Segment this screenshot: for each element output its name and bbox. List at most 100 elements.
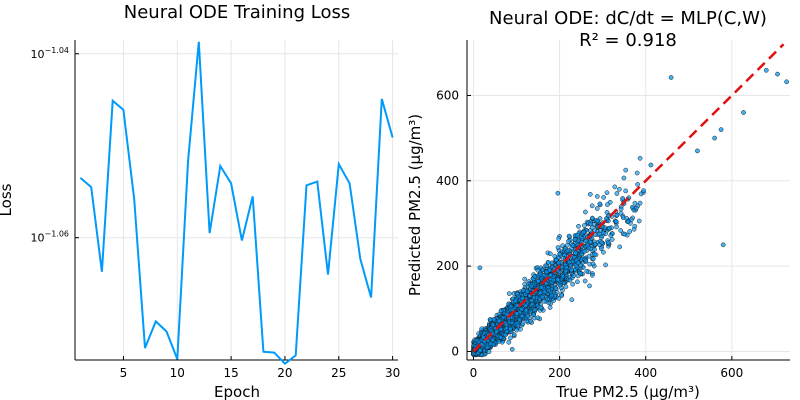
scatter-point bbox=[612, 184, 618, 190]
scatter-point bbox=[631, 226, 637, 232]
scatter-point bbox=[565, 248, 571, 253]
scatter-point bbox=[556, 236, 562, 241]
scatter-point bbox=[552, 253, 558, 259]
scatter-point bbox=[594, 194, 600, 199]
scatter-point bbox=[575, 233, 580, 238]
scatter-point bbox=[588, 221, 593, 227]
scatter-x-tick-label: 200 bbox=[548, 366, 571, 380]
scatter-point bbox=[617, 244, 623, 250]
scatter-y-tick-label: 600 bbox=[436, 88, 459, 102]
scatter-point bbox=[589, 272, 595, 278]
scatter-point bbox=[648, 162, 654, 168]
loss-y-axis-label: Loss bbox=[0, 183, 15, 216]
scatter-point bbox=[617, 186, 622, 192]
scatter-point bbox=[484, 344, 490, 350]
scatter-point bbox=[718, 127, 724, 132]
scatter-point bbox=[575, 260, 581, 266]
scatter-point bbox=[519, 295, 525, 301]
scatter-point bbox=[553, 286, 559, 291]
scatter-x-axis-label: True PM2.5 (μg/m³) bbox=[555, 383, 700, 400]
scatter-point bbox=[623, 167, 629, 173]
scatter-point bbox=[620, 196, 625, 201]
scatter-point bbox=[569, 297, 575, 303]
scatter-x-tick-label: 0 bbox=[470, 366, 478, 380]
scatter-point bbox=[604, 190, 610, 196]
scatter-point bbox=[601, 249, 606, 255]
loss-chart-title: Neural ODE Training Loss bbox=[124, 2, 350, 23]
scatter-point bbox=[720, 242, 726, 248]
scatter-point bbox=[632, 200, 638, 206]
scatter-point bbox=[601, 195, 606, 200]
scatter-point bbox=[547, 251, 553, 257]
loss-y-tick-label: 10−1.06 bbox=[30, 230, 69, 245]
scatter-chart-title: Neural ODE: dC/dt = MLP(C,W) bbox=[489, 8, 767, 29]
scatter-point bbox=[535, 267, 541, 273]
scatter-point bbox=[498, 326, 504, 332]
loss-series-line bbox=[79, 41, 394, 366]
scatter-point bbox=[514, 291, 520, 297]
scatter-point bbox=[504, 311, 510, 317]
scatter-chart-subtitle: R² = 0.918 bbox=[579, 30, 677, 51]
scatter-point bbox=[591, 256, 596, 262]
scatter-point bbox=[596, 231, 602, 237]
scatter-point bbox=[477, 348, 483, 353]
scatter-point bbox=[539, 284, 544, 290]
scatter-point bbox=[712, 135, 717, 141]
scatter-point bbox=[529, 298, 535, 303]
scatter-ticks: 0 200 400 600 0 200 400 600 bbox=[436, 88, 743, 380]
scatter-point bbox=[506, 291, 512, 296]
scatter-point bbox=[600, 230, 606, 236]
loss-x-tick-label: 5 bbox=[120, 366, 128, 380]
scatter-point bbox=[637, 200, 643, 206]
scatter-point bbox=[514, 327, 520, 333]
scatter-y-tick-label: 400 bbox=[436, 174, 459, 188]
scatter-x-tick-label: 400 bbox=[634, 366, 657, 380]
scatter-point bbox=[763, 67, 769, 73]
scatter-point bbox=[556, 296, 562, 301]
scatter-point bbox=[545, 296, 551, 302]
scatter-point bbox=[570, 242, 575, 248]
scatter-point bbox=[563, 268, 569, 274]
scatter-point bbox=[538, 305, 543, 311]
scatter-point bbox=[566, 233, 572, 239]
loss-chart: 5 10 15 20 25 30 10−1.04 10−1.06 Neural ODE Tra… bbox=[0, 2, 400, 400]
scatter-point bbox=[583, 238, 589, 244]
scatter-point bbox=[511, 332, 517, 338]
scatter-point bbox=[508, 335, 513, 341]
loss-x-tick-label: 25 bbox=[331, 366, 346, 380]
scatter-point bbox=[613, 219, 619, 224]
scatter-point bbox=[581, 223, 587, 228]
scatter-point bbox=[523, 308, 529, 314]
scatter-point bbox=[582, 248, 588, 254]
scatter-point bbox=[598, 246, 604, 251]
scatter-point bbox=[525, 313, 531, 319]
scatter-point bbox=[491, 316, 497, 322]
scatter-point bbox=[592, 251, 597, 257]
identity-reference-line bbox=[472, 43, 785, 353]
scatter-point bbox=[638, 191, 644, 197]
scatter-point bbox=[633, 205, 639, 211]
scatter-point bbox=[560, 274, 566, 280]
loss-x-tick-label: 30 bbox=[385, 366, 400, 380]
scatter-point bbox=[566, 238, 571, 244]
scatter-point bbox=[546, 287, 552, 293]
scatter-point bbox=[587, 283, 592, 289]
scatter-point bbox=[557, 251, 563, 257]
scatter-point bbox=[555, 245, 561, 250]
scatter-point bbox=[543, 281, 549, 287]
scatter-point bbox=[500, 315, 506, 320]
scatter-point bbox=[572, 237, 578, 242]
scatter-point bbox=[628, 217, 634, 223]
scatter-point bbox=[668, 75, 674, 80]
scatter-y-tick-label: 0 bbox=[451, 344, 459, 358]
scatter-point bbox=[590, 215, 595, 221]
scatter-point bbox=[519, 313, 525, 319]
scatter-points bbox=[471, 67, 789, 358]
scatter-point bbox=[741, 110, 746, 115]
scatter-point bbox=[538, 290, 544, 296]
scatter-point bbox=[605, 202, 610, 207]
scatter-point bbox=[532, 274, 538, 279]
scatter-chart: 0 200 400 600 0 200 400 600 Neural ODE: dC/dt =… bbox=[406, 8, 790, 400]
scatter-point bbox=[636, 218, 642, 224]
